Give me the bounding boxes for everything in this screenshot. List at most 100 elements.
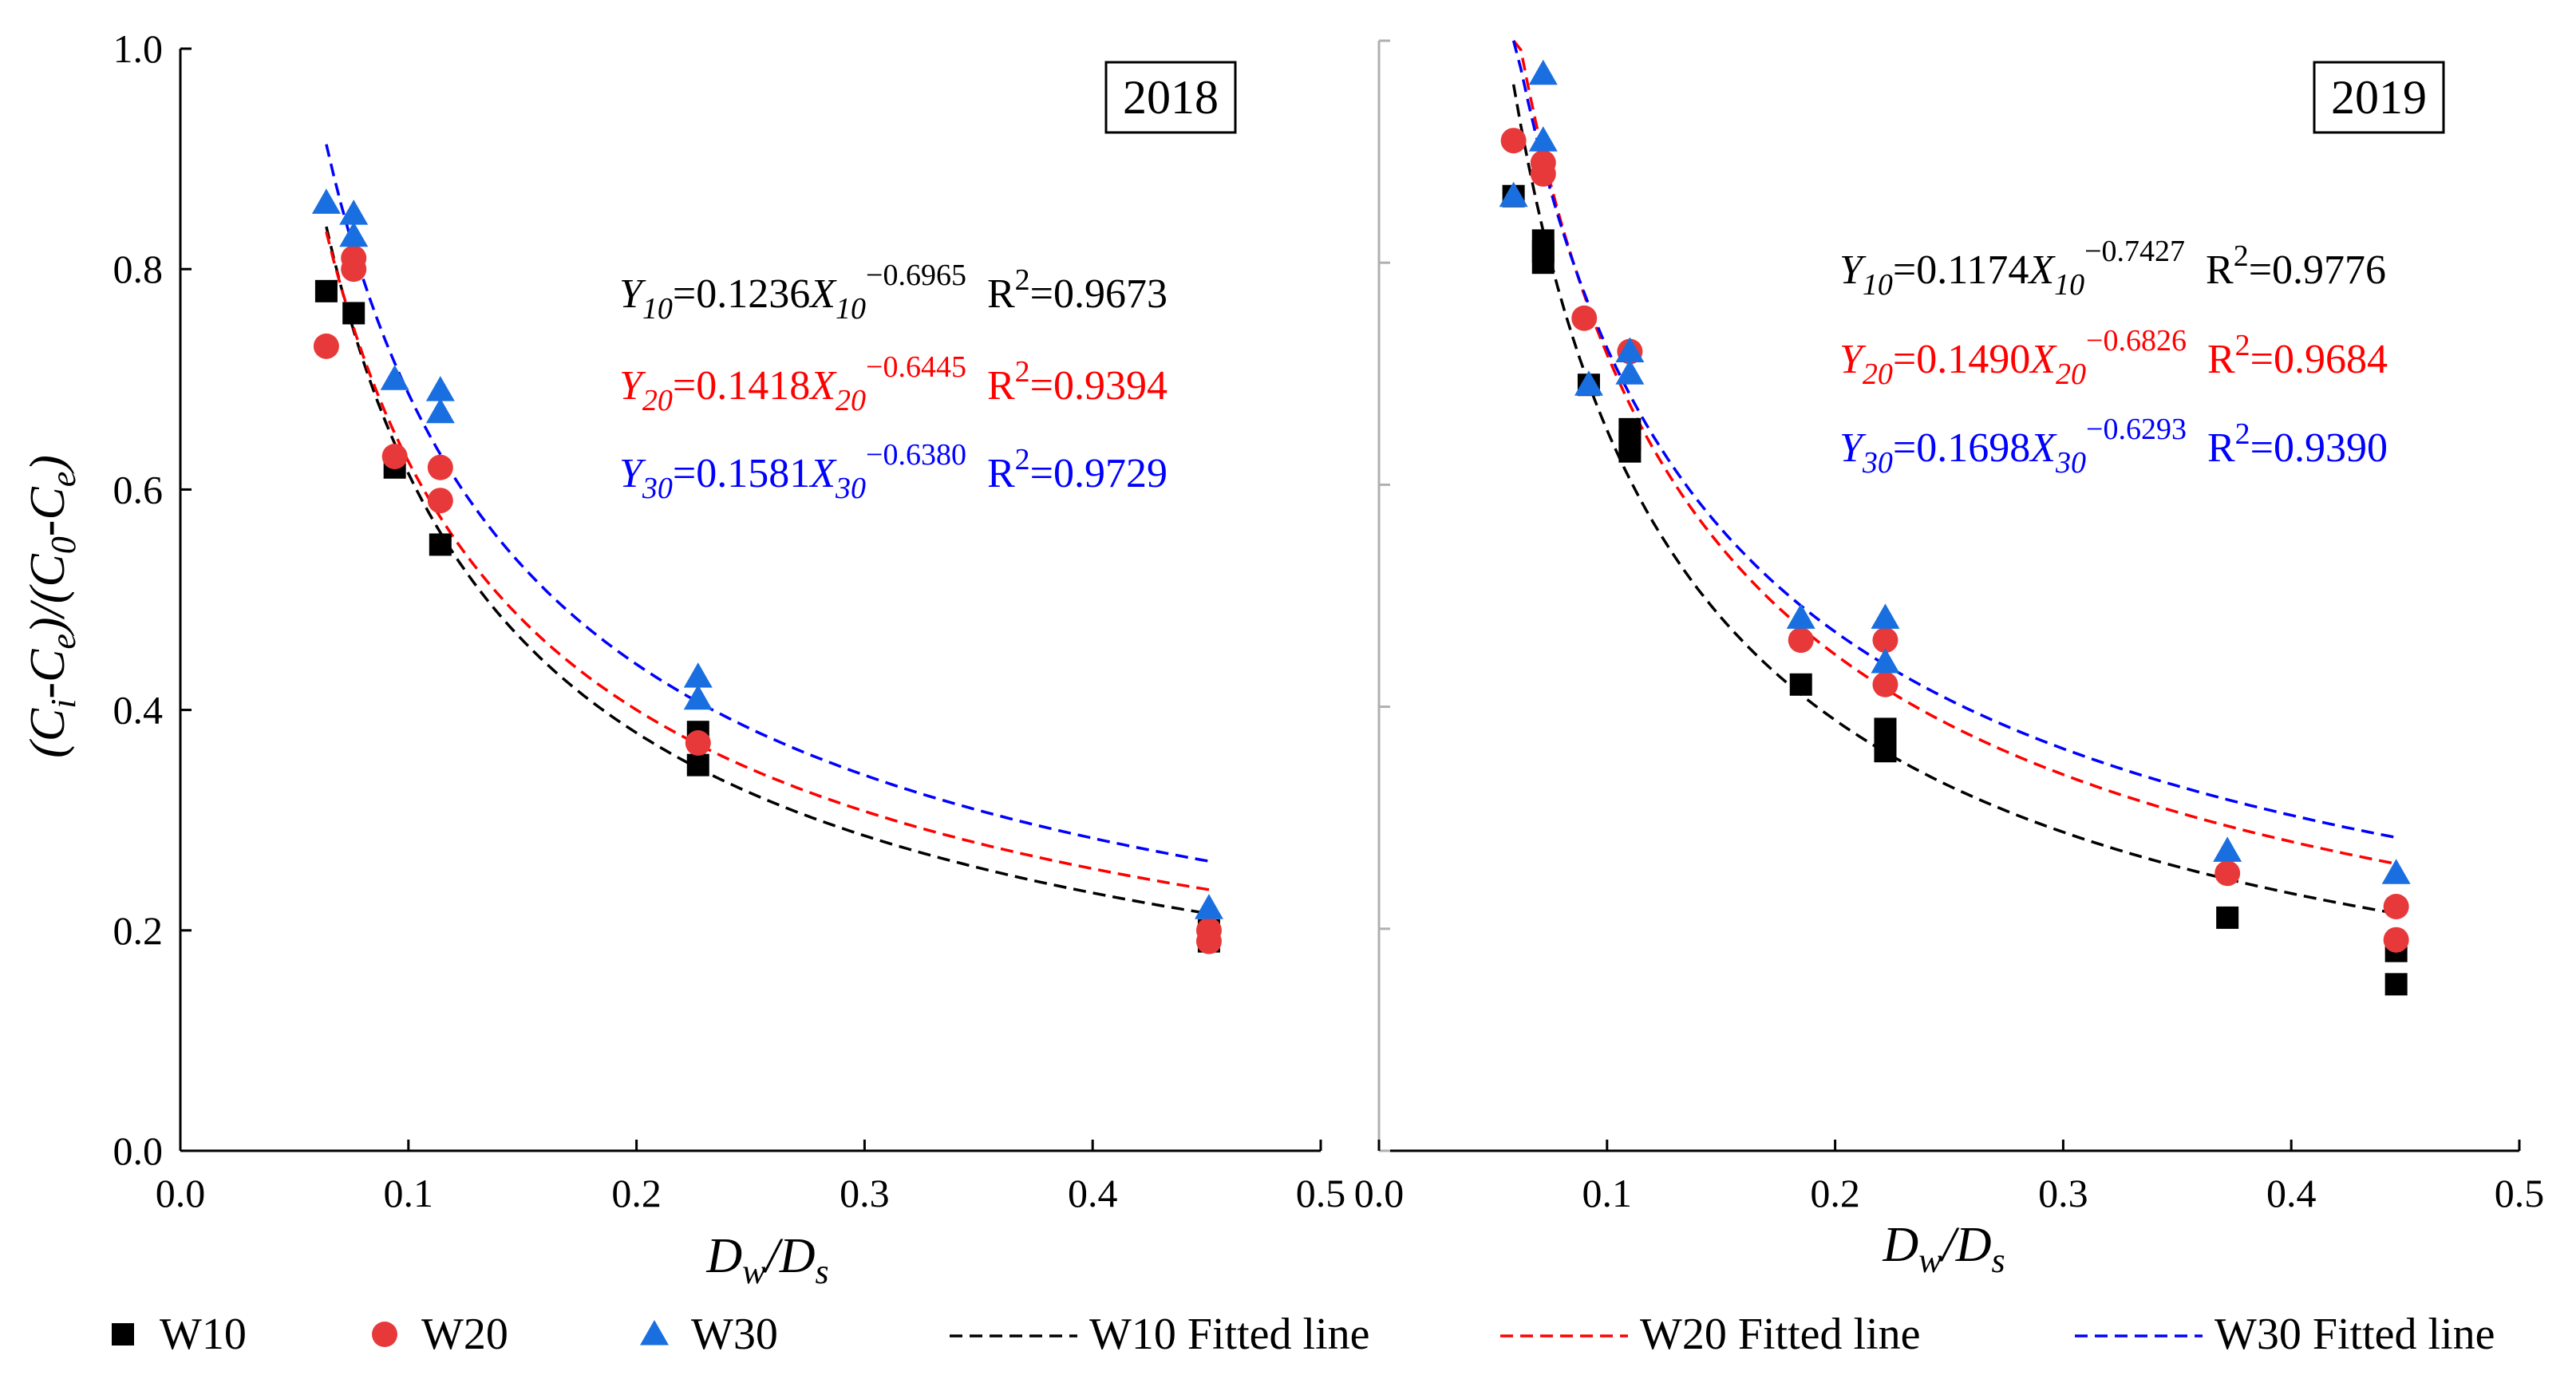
point-w10 <box>314 279 338 302</box>
legend-marker <box>640 1320 669 1346</box>
point-w10 <box>1789 673 1812 696</box>
point-w30 <box>1499 181 1528 207</box>
equation-w30: Y30=0.1698X30−0.6293 R2=0.9390 <box>1839 413 2388 480</box>
point-w30 <box>311 188 341 214</box>
x-axis-label: Dw/Ds <box>705 1229 828 1291</box>
equation-w20: Y20=0.1418X20−0.6445 R2=0.9394 <box>619 350 1167 417</box>
legend-label: W20 <box>421 1310 508 1359</box>
point-w20 <box>2383 893 2409 919</box>
point-w30 <box>1615 359 1645 385</box>
x-tick-label: 0.4 <box>1068 1171 1118 1215</box>
x-tick-label: 0.0 <box>156 1171 206 1215</box>
point-w30 <box>380 365 409 390</box>
year-box <box>1104 61 1237 134</box>
point-w30 <box>1528 59 1558 85</box>
legend-label: W20 Fitted line <box>1640 1310 1921 1359</box>
point-w10 <box>1531 251 1555 275</box>
point-w30 <box>1871 603 1900 629</box>
fitted-line-w10 <box>1511 84 2396 915</box>
point-w20 <box>1872 671 1898 697</box>
y-tick-label: 0.8 <box>113 247 164 291</box>
point-w30 <box>1871 647 1900 674</box>
point-w10 <box>2216 906 2239 929</box>
legend-item-w10-fitted-line: W10 Fitted line <box>950 1310 1370 1359</box>
point-w30 <box>1574 370 1603 396</box>
point-w20 <box>381 443 408 469</box>
year-label: 2018 <box>1123 71 1219 124</box>
x-tick-label: 0.2 <box>611 1171 662 1215</box>
fitted-line-w20 <box>325 231 1210 891</box>
y-axis-label: (Ci​-Ce​)/(C0​-Ce​) <box>21 455 83 758</box>
legend-marker <box>372 1322 397 1347</box>
point-w20 <box>1788 627 1814 654</box>
fitted-line-w10 <box>325 226 1210 915</box>
x-tick-label: 0.1 <box>1582 1171 1633 1215</box>
point-w10 <box>342 302 365 325</box>
point-w30 <box>2381 859 2411 884</box>
point-w10 <box>686 753 709 777</box>
year-box <box>2313 61 2445 134</box>
point-w20 <box>1500 128 1527 154</box>
point-w30 <box>425 397 455 424</box>
point-w30 <box>1786 603 1815 629</box>
year-label: 2019 <box>2331 71 2427 124</box>
fitted-line-w20 <box>1512 39 2397 866</box>
fitted-line-w30 <box>1511 40 2397 840</box>
point-w10 <box>1618 440 1642 463</box>
point-w20 <box>313 333 339 359</box>
point-w10 <box>429 533 452 556</box>
y-tick-label: 0.4 <box>113 688 164 733</box>
point-w20 <box>1571 305 1598 331</box>
x-tick-label: 0.3 <box>840 1171 890 1215</box>
legend-item-w20: W20 <box>372 1310 508 1359</box>
legend-item-w30-fitted-line: W30 Fitted line <box>2075 1310 2495 1359</box>
x-tick-label: 0.2 <box>1810 1171 1860 1215</box>
panel-2019: 0.0 0.1 0.2 0.3 0.4 0.5 2019 Y10=0.1174X10−0.74… <box>1354 39 2545 1280</box>
legend-item-w30: W30 <box>640 1310 778 1359</box>
y-tick-label: 1.0 <box>113 26 164 71</box>
point-w20 <box>685 730 711 757</box>
y-tick-label: 0.0 <box>113 1128 164 1173</box>
x-tick-label: 0.5 <box>1296 1171 1346 1215</box>
equation-w10: Y10=0.1236X10−0.6965 R2=0.9673 <box>619 259 1167 326</box>
point-w20 <box>427 454 453 480</box>
point-w30 <box>683 684 713 710</box>
x-tick-label: 0.0 <box>1354 1171 1405 1215</box>
x-tick-label: 0.5 <box>2495 1171 2545 1215</box>
legend-label: W30 Fitted line <box>2214 1310 2495 1359</box>
legend-label: W10 Fitted line <box>1089 1310 1370 1359</box>
legend-label: W30 <box>691 1310 778 1359</box>
point-w30 <box>339 200 369 225</box>
legend-item-w10: W10 <box>112 1310 247 1359</box>
y-tick-label: 0.2 <box>113 908 164 953</box>
x-tick-label: 0.3 <box>2038 1171 2088 1215</box>
point-w30 <box>1194 894 1223 919</box>
equation-w10: Y10=0.1174X10−0.7427 R2=0.9776 <box>1839 235 2386 302</box>
equation-w30: Y30=0.1581X30−0.6380 R2=0.9729 <box>619 438 1167 505</box>
legend: W10 W20 W30 W10 Fitted line W20 Fitted line W… <box>112 1310 2495 1359</box>
point-w20 <box>1872 627 1898 654</box>
point-w20 <box>2383 927 2409 953</box>
point-w30 <box>1615 337 1645 362</box>
point-w30 <box>339 221 369 247</box>
point-w20 <box>2214 860 2241 887</box>
point-w30 <box>1528 126 1558 152</box>
legend-item-w20-fitted-line: W20 Fitted line <box>1500 1310 1921 1359</box>
point-w30 <box>2213 836 2242 862</box>
point-w10 <box>2384 973 2408 996</box>
point-w20 <box>427 488 453 514</box>
point-w20 <box>341 245 367 271</box>
legend-marker <box>112 1323 134 1346</box>
point-w30 <box>425 376 455 401</box>
point-w20 <box>1530 160 1556 187</box>
point-w30 <box>683 662 713 688</box>
y-axis-label-text: (Ci​-Ce​)/(C0​-Ce​) <box>21 455 83 758</box>
x-tick-label: 0.4 <box>2266 1171 2317 1215</box>
fitted-line-w30 <box>325 144 1210 863</box>
point-w10 <box>1874 740 1897 763</box>
equation-w20: Y20=0.1490X20−0.6826 R2=0.9684 <box>1839 324 2388 391</box>
x-tick-label: 0.1 <box>384 1171 434 1215</box>
legend-label: W10 <box>160 1310 247 1359</box>
panel-2018: 0.0 0.2 0.4 0.6 0.8 1.0 0.0 0.1 0.2 0.3 0.4 0.5 2018… <box>113 26 1346 1291</box>
